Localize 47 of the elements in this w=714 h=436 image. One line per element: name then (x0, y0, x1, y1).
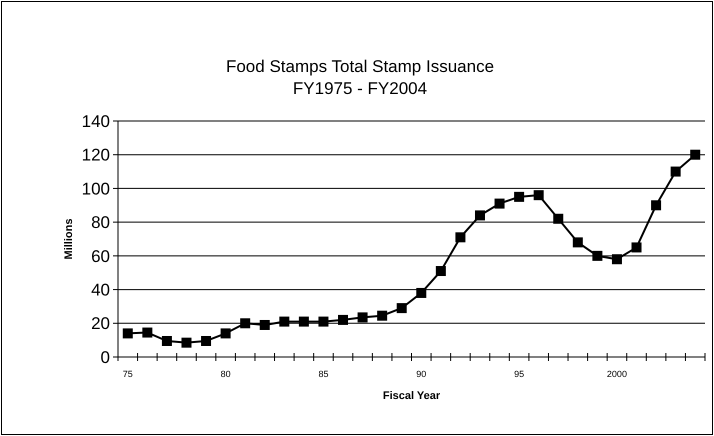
point (553, 214, 564, 224)
point (358, 312, 368, 322)
point (298, 316, 309, 327)
point (455, 232, 466, 242)
point (632, 242, 642, 252)
point (690, 150, 700, 160)
point (181, 338, 192, 348)
point (162, 336, 172, 346)
point (534, 190, 544, 200)
y-tick-label: 100 (82, 179, 110, 198)
point (220, 328, 231, 338)
y-tick-label: 120 (82, 146, 110, 165)
point (436, 266, 446, 276)
y-tick-label: 40 (91, 280, 110, 300)
point (612, 254, 622, 264)
point (670, 166, 681, 177)
point (572, 237, 583, 248)
x-tick-label: 75 (122, 369, 133, 379)
point (514, 192, 524, 202)
point (494, 198, 505, 209)
y-tick-label: 140 (82, 112, 110, 131)
x-tick-label: 85 (318, 369, 328, 379)
point (279, 316, 290, 327)
y-tick-label: 60 (91, 246, 110, 266)
point (651, 200, 662, 210)
point (592, 250, 602, 261)
point (240, 318, 250, 328)
x-tick-label: 90 (416, 369, 426, 379)
point (474, 210, 485, 220)
point (142, 328, 152, 338)
point (338, 314, 348, 325)
point (416, 288, 426, 298)
y-tick-label: 20 (91, 314, 110, 334)
y-axis-title: Millions (63, 218, 75, 260)
x-tick-label: 80 (220, 369, 231, 379)
point (122, 328, 133, 338)
y-tick-label: 80 (91, 213, 110, 232)
point (396, 303, 407, 314)
point (201, 336, 212, 346)
chart-title: Food Stamps Total Stamp Issuance FY1975 - FY2004 (226, 57, 494, 98)
y-tick-label: 0 (100, 348, 110, 367)
x-tick-label: 2000 (606, 369, 627, 379)
point (377, 310, 388, 321)
point (260, 320, 270, 330)
x-tick-label: 95 (514, 369, 524, 379)
x-axis-title: Fiscal Year (382, 390, 441, 402)
point (318, 316, 328, 327)
